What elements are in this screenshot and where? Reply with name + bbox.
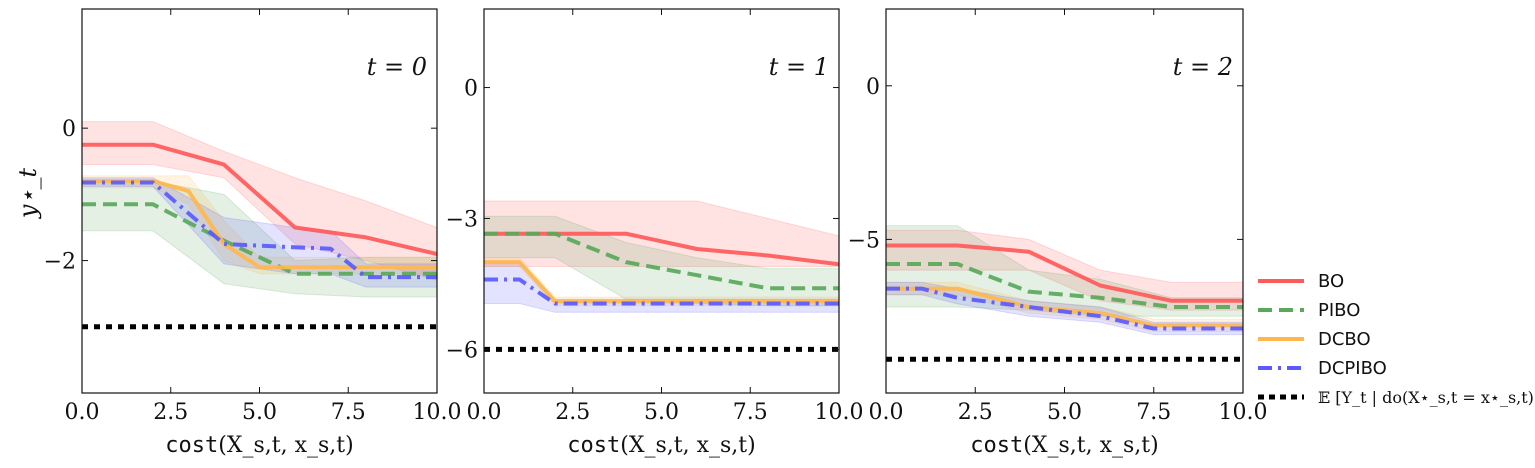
legend-item-2: DCBO <box>1258 329 1371 350</box>
x-tick-label: 5.0 <box>644 400 679 425</box>
x-tick-label: 5.0 <box>1047 400 1082 425</box>
x-axis-label: cost(X_s,t, x_s,t) <box>567 433 755 458</box>
y-axis-label: y⋆_t <box>14 168 42 220</box>
y-tick-label: −6 <box>446 338 478 363</box>
x-tick-label: 0.0 <box>467 400 502 425</box>
band-dcpibo <box>82 177 437 288</box>
plot-area <box>82 121 437 330</box>
legend-item-3: DCPIBO <box>1258 358 1387 379</box>
x-tick-label: 7.5 <box>331 400 366 425</box>
x-tick-label: 0.0 <box>869 400 904 425</box>
y-tick-label: 0 <box>866 75 880 100</box>
x-tick-label: 2.5 <box>958 400 993 425</box>
plot-area <box>484 200 839 352</box>
legend-label: BO <box>1318 271 1344 292</box>
x-tick-label: 7.5 <box>1136 400 1171 425</box>
band-bo <box>484 200 839 267</box>
y-tick-label: −2 <box>44 250 76 275</box>
y-tick-label: 0 <box>62 117 76 142</box>
line-bo <box>484 231 839 267</box>
x-tick-label: 5.0 <box>242 400 277 425</box>
panel-1: 0.0 2.5 5.0 7.5 10.0 0 −3 −6 t = 1 cost(X_s,t, x_… <box>446 8 864 458</box>
band-dcbo <box>82 175 437 275</box>
x-axis-label: cost(X_s,t, x_s,t) <box>165 433 353 458</box>
line-pibo <box>82 202 437 276</box>
band-bo <box>82 121 437 281</box>
x-axis-label: cost(X_s,t, x_s,t) <box>970 433 1158 458</box>
y-tick-label: 0 <box>464 77 478 102</box>
panel-0: 0.0 2.5 5.0 7.5 10.0 0 −2 t = 0 cost(X_s,t, x_s,… <box>14 8 462 458</box>
line-pibo <box>886 262 1243 309</box>
line-dcbo <box>484 260 839 304</box>
x-tick-label: 0.0 <box>65 400 100 425</box>
legend-item-0: BO <box>1258 271 1344 292</box>
panel-annotation: t = 1 <box>769 53 829 81</box>
line-bo <box>82 142 437 256</box>
panel-annotation: t = 2 <box>1173 53 1233 81</box>
legend-label: 𝔼 [Y_t | do(X⋆_s,t = x⋆_s,t)] <box>1318 388 1535 407</box>
legend-item-1: PIBO <box>1258 300 1360 321</box>
x-tick-label: 10.0 <box>1219 400 1268 425</box>
x-tick-label: 10.0 <box>815 400 864 425</box>
panel-annotation: t = 0 <box>367 53 427 81</box>
y-tick-label: −3 <box>446 207 478 232</box>
legend: BO PIBO DCBO DCPIBO 𝔼 [Y_t | do(X⋆_s,t = x⋆_… <box>1258 271 1535 407</box>
x-tick-label: 2.5 <box>555 400 590 425</box>
line-pibo <box>484 231 839 291</box>
y-tick-label: −5 <box>848 228 880 253</box>
panel-2: 0.0 2.5 5.0 7.5 10.0 0 −5 t = 2 cost(X_s,t, x_s,… <box>848 8 1268 458</box>
legend-item-4: 𝔼 [Y_t | do(X⋆_s,t = x⋆_s,t)] <box>1258 388 1535 407</box>
line-dcpibo <box>82 180 437 280</box>
x-tick-label: 2.5 <box>153 400 188 425</box>
legend-label: DCPIBO <box>1318 358 1387 379</box>
line-bo <box>886 243 1243 303</box>
line-dcpibo <box>886 286 1243 331</box>
plot-area <box>886 225 1243 362</box>
legend-label: PIBO <box>1318 300 1360 321</box>
legend-label: DCBO <box>1318 329 1371 350</box>
x-tick-label: 7.5 <box>733 400 768 425</box>
x-tick-label: 10.0 <box>413 400 462 425</box>
